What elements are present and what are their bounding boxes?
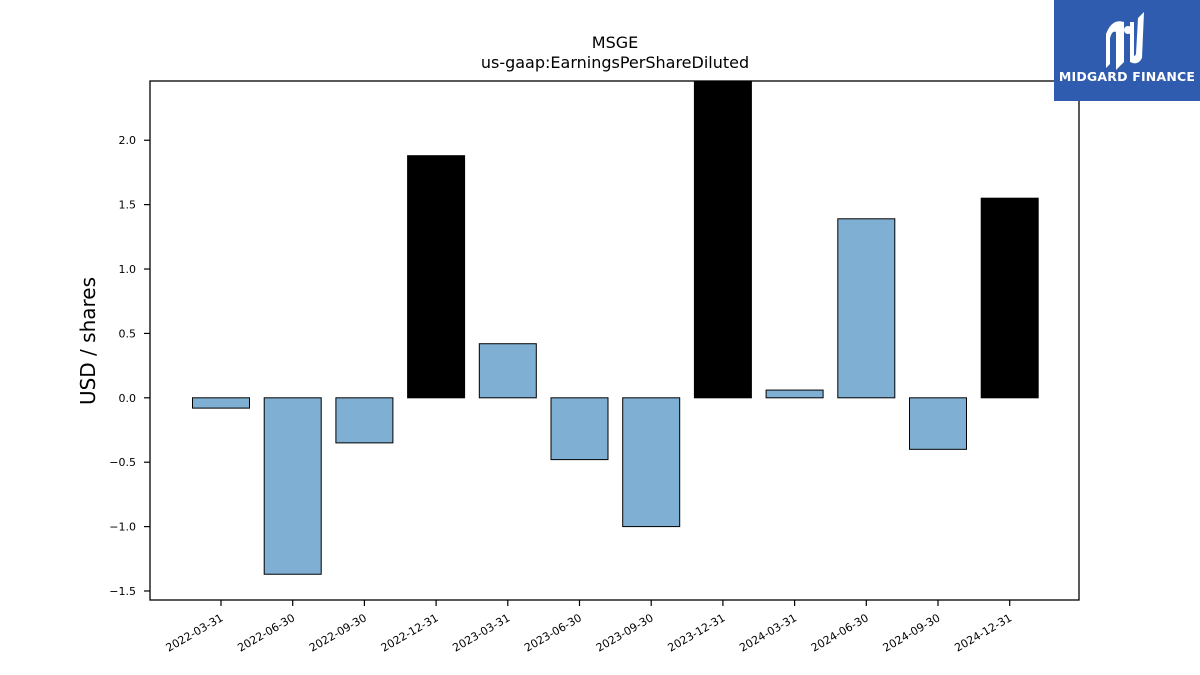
bar-2022-06-30 <box>263 397 322 575</box>
y-tick-label: −1.5 <box>109 585 136 598</box>
logo-mark-icon <box>1106 12 1144 70</box>
midgard-finance-logo: MIDGARD FINANCE <box>1054 0 1200 101</box>
bar-2024-06-30 <box>837 218 896 399</box>
chart-subtitle: us-gaap:EarningsPerShareDiluted <box>481 53 749 72</box>
bar-2022-12-31 <box>407 155 466 399</box>
x-tick-label: 2023-06-30 <box>522 611 584 654</box>
bars <box>192 80 1039 575</box>
x-tick-label: 2024-03-31 <box>737 611 799 654</box>
y-tick-label: 1.5 <box>119 199 137 212</box>
y-tick-label: 2.0 <box>119 134 137 147</box>
bar-2022-03-31 <box>192 397 250 409</box>
plot-frame <box>149 80 1080 601</box>
x-tick-label: 2022-06-30 <box>235 611 297 654</box>
logo-text: MIDGARD FINANCE <box>1058 69 1196 84</box>
bar-2024-12-31 <box>980 197 1039 399</box>
x-tick-label: 2022-09-30 <box>307 611 369 654</box>
bar-2023-03-31 <box>478 343 537 399</box>
bar-2024-09-30 <box>909 397 967 450</box>
y-tick-label: 0.5 <box>119 327 137 340</box>
y-tick-label: −1.0 <box>109 521 136 534</box>
x-tick-label: 2023-09-30 <box>594 611 656 654</box>
y-tick-label: −0.5 <box>109 456 136 469</box>
bar-2022-09-30 <box>335 397 394 444</box>
bar-2023-09-30 <box>622 397 681 528</box>
y-axis-label: USD / shares <box>76 277 100 405</box>
bar-2024-03-31 <box>765 389 824 399</box>
x-tick-label: 2023-03-31 <box>450 611 512 654</box>
x-tick-label: 2022-12-31 <box>379 611 441 654</box>
x-tick-label: 2024-09-30 <box>881 611 943 654</box>
x-tick-label: 2022-03-31 <box>164 611 226 654</box>
chart-title: MSGE <box>592 33 638 52</box>
y-tick-label: 1.0 <box>119 263 137 276</box>
x-tick-label: 2023-12-31 <box>666 611 728 654</box>
x-tick-label: 2024-12-31 <box>952 611 1014 654</box>
bar-2023-12-31 <box>693 80 752 399</box>
y-tick-label: 0.0 <box>119 392 137 405</box>
x-tick-label: 2024-06-30 <box>809 611 871 654</box>
bar-2023-06-30 <box>550 397 609 461</box>
